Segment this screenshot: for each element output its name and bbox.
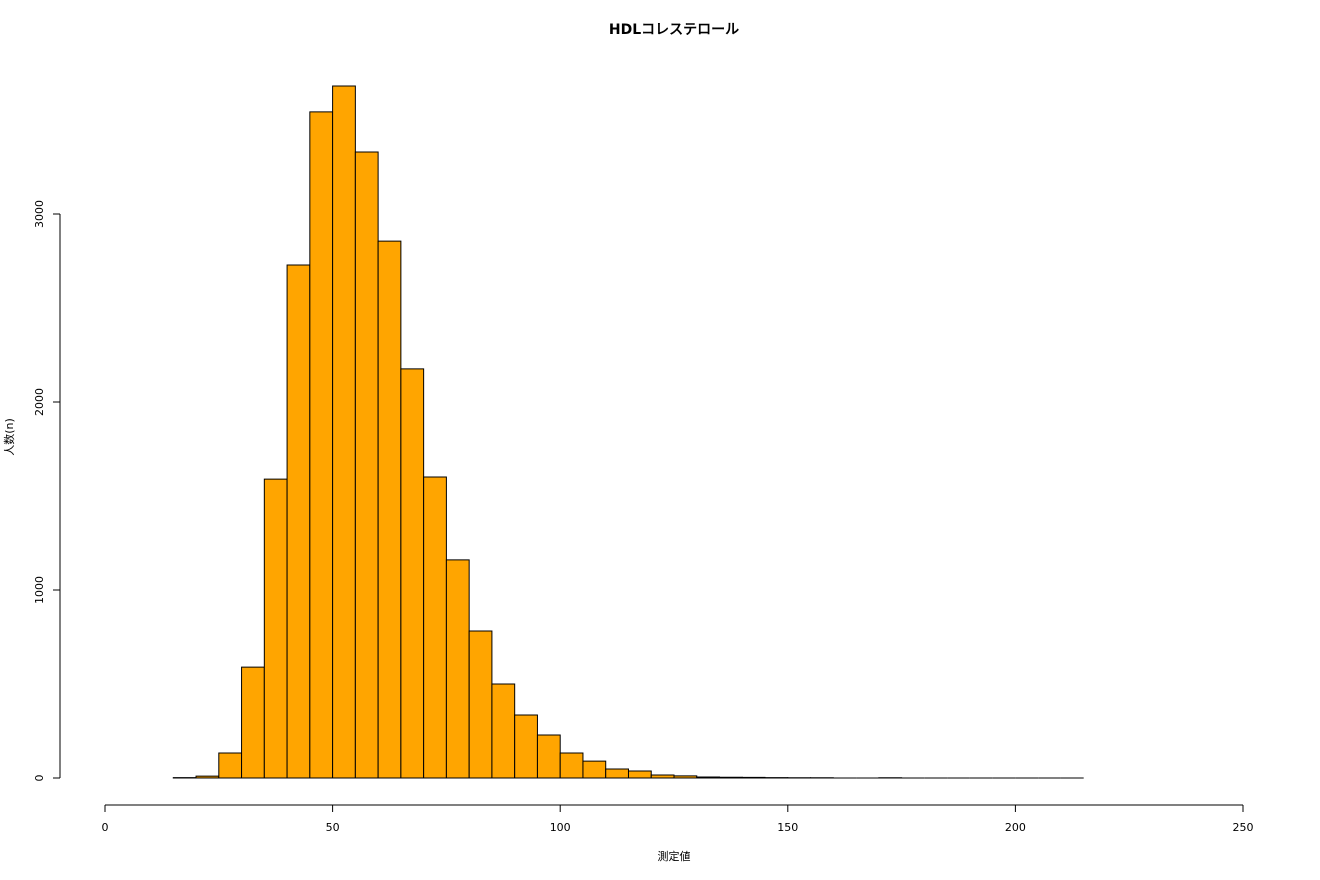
bar (400, 368, 425, 779)
bar (354, 151, 379, 779)
bar (514, 714, 538, 779)
bar (491, 683, 516, 779)
bar (582, 760, 607, 779)
bar (241, 666, 265, 779)
bar (195, 775, 220, 779)
y-tick-label: 3000 (33, 200, 46, 228)
x-tick-label: 50 (326, 821, 340, 834)
bar (468, 630, 493, 779)
bar (218, 752, 243, 779)
x-tick-label: 200 (1005, 821, 1026, 834)
bar (263, 478, 288, 779)
bar (445, 559, 470, 779)
bar (627, 770, 652, 779)
bar (559, 752, 584, 779)
y-tick-label: 0 (33, 775, 46, 782)
bar (536, 734, 561, 779)
bar (650, 774, 675, 779)
x-axis-label: 測定値 (658, 849, 691, 863)
x-tick-label: 0 (102, 821, 109, 834)
bar (673, 775, 698, 779)
x-tick-label: 250 (1233, 821, 1254, 834)
y-tick-label: 2000 (33, 388, 46, 416)
bar (696, 776, 721, 779)
bar (286, 264, 311, 779)
y-axis-label: 人数(n) (3, 418, 16, 456)
y-tick-label: 1000 (33, 576, 46, 604)
bar (741, 776, 766, 779)
bar (377, 240, 402, 779)
bar (309, 111, 334, 779)
x-tick-label: 100 (550, 821, 571, 834)
bar (605, 768, 629, 779)
bar (332, 85, 356, 779)
chart-title: HDLコレステロール (609, 22, 739, 38)
x-tick-label: 150 (777, 821, 798, 834)
bar (719, 776, 743, 779)
bar (423, 476, 447, 779)
